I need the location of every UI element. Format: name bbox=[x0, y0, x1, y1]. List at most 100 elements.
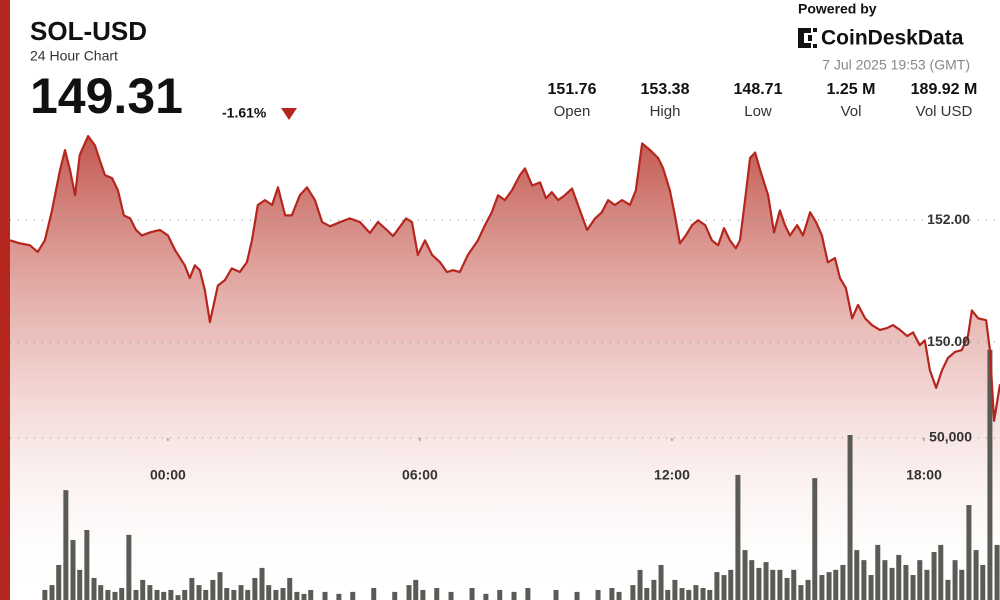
volume-bar bbox=[175, 595, 181, 600]
stat-value: 151.76 bbox=[548, 81, 597, 98]
volume-bar bbox=[231, 589, 237, 600]
volume-bar bbox=[931, 552, 937, 600]
volume-bar bbox=[434, 588, 440, 600]
volume-bar bbox=[868, 575, 874, 600]
timestamp: 7 Jul 2025 19:53 (GMT) bbox=[822, 57, 970, 73]
volume-bar bbox=[980, 564, 986, 600]
volume-bar bbox=[721, 575, 727, 600]
volume-bar bbox=[574, 591, 580, 600]
volume-bar bbox=[959, 569, 965, 600]
down-arrow bbox=[281, 108, 297, 120]
volume-bar bbox=[763, 562, 769, 600]
volume-bar bbox=[287, 577, 293, 600]
volume-bar bbox=[854, 550, 860, 600]
volume-bar bbox=[805, 579, 811, 600]
volume-bar bbox=[350, 591, 356, 600]
volume-bar bbox=[644, 588, 650, 600]
volume-bar bbox=[861, 560, 867, 600]
volume-bar bbox=[126, 534, 132, 600]
volume-bar bbox=[119, 588, 125, 600]
volume-bar bbox=[812, 478, 818, 600]
volume-bar bbox=[91, 577, 97, 600]
plot-area: 00:00 06:00 12:00 18:00 150.00 152.00 50,000 bbox=[9, 135, 1000, 600]
volume-bar bbox=[700, 588, 706, 600]
volume-bar bbox=[966, 505, 972, 600]
volume-bar bbox=[49, 585, 55, 600]
volume-bar bbox=[833, 569, 839, 600]
volume-bar bbox=[889, 567, 895, 600]
volume-bar bbox=[413, 579, 419, 600]
volume-bar bbox=[728, 569, 734, 600]
symbol: SOL-USD bbox=[30, 16, 147, 46]
volume-bar bbox=[238, 585, 244, 600]
subtitle: 24 Hour Chart bbox=[30, 48, 118, 64]
volume-bar bbox=[665, 589, 671, 600]
volume-bar bbox=[469, 588, 475, 600]
volume-bar bbox=[973, 550, 979, 600]
x-tick-label: 06:00 bbox=[402, 467, 438, 483]
volume-bar bbox=[420, 589, 426, 600]
volume-bar bbox=[133, 589, 139, 600]
volume-bar bbox=[777, 569, 783, 600]
stat-label: High bbox=[650, 103, 681, 120]
volume-bar bbox=[301, 593, 307, 600]
volume-bar bbox=[511, 591, 517, 600]
volume-bar bbox=[70, 540, 76, 600]
volume-bar bbox=[924, 569, 930, 600]
volume-bar bbox=[161, 591, 167, 600]
volume-bar bbox=[245, 589, 251, 600]
volume-bar bbox=[826, 572, 832, 600]
x-tick-label: 00:00 bbox=[150, 467, 186, 483]
price-area bbox=[10, 136, 1000, 600]
volume-bar bbox=[791, 569, 797, 600]
volume-bar bbox=[217, 572, 223, 600]
volume-bar bbox=[917, 560, 923, 600]
volume-bar bbox=[252, 577, 258, 600]
volume-bar bbox=[994, 544, 1000, 600]
price-line bbox=[9, 135, 1000, 422]
stat-value: 148.71 bbox=[734, 81, 783, 98]
brand: CoinDeskData bbox=[821, 27, 964, 50]
stats: 151.76 Open 153.38 High 148.71 Low 1.25 M Vol 18… bbox=[548, 81, 978, 120]
volume-bar bbox=[77, 569, 83, 600]
stat-value: 189.92 M bbox=[911, 81, 978, 98]
volume-bar bbox=[294, 591, 300, 600]
x-tick-label: 18:00 bbox=[906, 467, 942, 483]
volume-bar bbox=[714, 572, 720, 600]
volume-bar bbox=[112, 591, 118, 600]
volume-bar bbox=[182, 589, 188, 600]
volume-bar bbox=[910, 575, 916, 600]
volume-bar bbox=[168, 589, 174, 600]
stat-label: Low bbox=[744, 103, 772, 120]
volume-bar bbox=[259, 567, 265, 600]
volume-bar bbox=[98, 585, 104, 600]
volume-bar bbox=[882, 560, 888, 600]
volume-bar bbox=[154, 589, 160, 600]
volume-bar bbox=[672, 579, 678, 600]
current-price: 149.31 bbox=[30, 68, 183, 124]
volume-bar bbox=[679, 588, 685, 600]
volume-bar bbox=[336, 593, 342, 600]
volume-bar bbox=[847, 435, 853, 600]
y-tick-label: 150.00 bbox=[927, 333, 970, 349]
volume-bar bbox=[749, 560, 755, 600]
volume-bar bbox=[630, 585, 636, 600]
accent-bar bbox=[0, 0, 10, 600]
volume-bar bbox=[903, 564, 909, 600]
volume-bar bbox=[273, 589, 279, 600]
volume-bar bbox=[798, 585, 804, 600]
volume-bar bbox=[56, 564, 62, 600]
volume-bar bbox=[84, 529, 90, 600]
volume-bar bbox=[595, 589, 601, 600]
brand-icon bbox=[798, 28, 817, 48]
volume-bar bbox=[406, 585, 412, 600]
stat-value: 1.25 M bbox=[827, 81, 876, 98]
volume-bar bbox=[525, 588, 531, 600]
volume-bar bbox=[952, 560, 958, 600]
volume-bar bbox=[840, 564, 846, 600]
stat-label: Open bbox=[554, 103, 591, 120]
volume-bar bbox=[875, 544, 881, 600]
volume-bar bbox=[637, 569, 643, 600]
volume-bar bbox=[147, 585, 153, 600]
